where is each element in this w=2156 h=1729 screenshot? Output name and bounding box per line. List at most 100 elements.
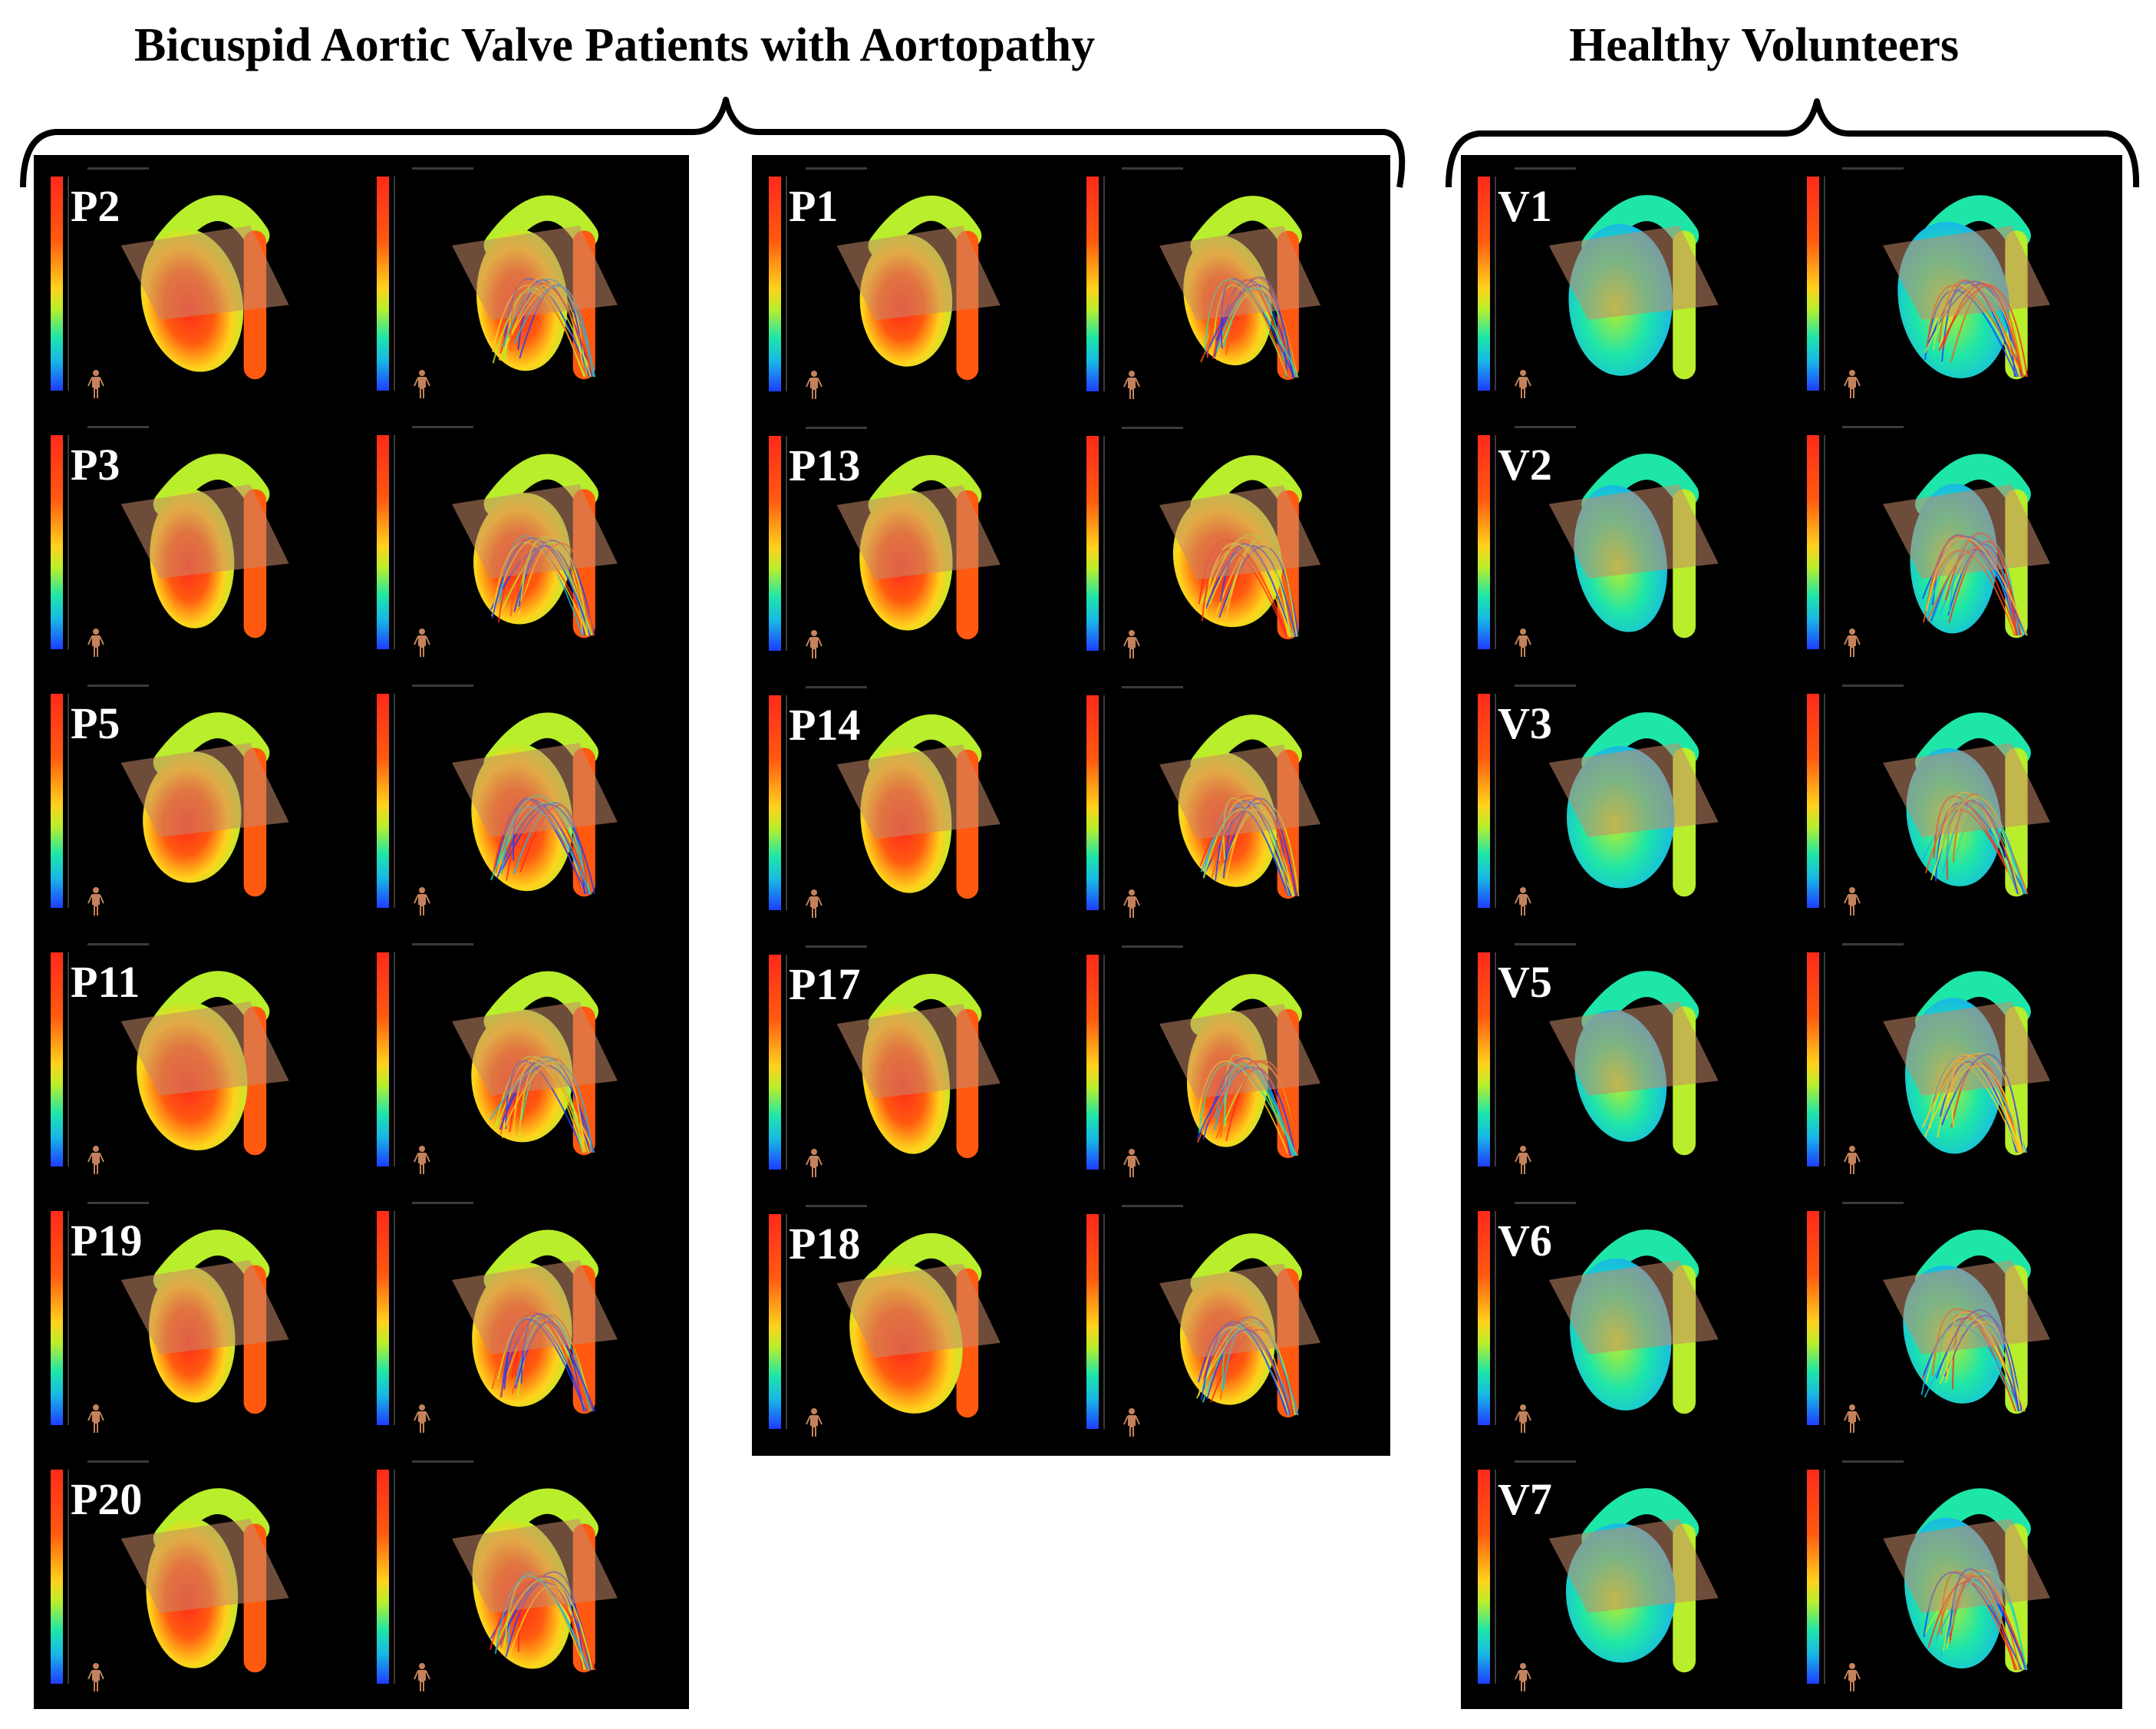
aorta-streamline-render	[1159, 196, 1321, 381]
cutting-plane	[452, 1001, 618, 1096]
orientation-figure-icon	[414, 887, 430, 916]
flow-streamline-map-p20	[366, 1454, 684, 1702]
cutting-plane	[452, 1518, 618, 1613]
flow-streamline-map-v2	[1796, 420, 2118, 668]
orientation-figure-icon	[1515, 629, 1531, 657]
scan-info-text	[806, 945, 867, 948]
scan-info-text	[1515, 426, 1576, 428]
scan-info-text	[1122, 1205, 1183, 1207]
orientation-figure-icon	[1123, 1149, 1140, 1177]
orientation-figure-icon	[1844, 1146, 1861, 1174]
color-scale-bar	[1807, 952, 1825, 1166]
cutting-plane	[1883, 483, 2051, 579]
aorta-streamline-render	[1883, 1229, 2051, 1414]
orientation-figure-icon	[806, 1149, 823, 1177]
color-scale-bar	[769, 1214, 787, 1429]
flow-streamline-map-v7	[1796, 1454, 2118, 1702]
color-scale-bar	[769, 177, 787, 391]
cutting-plane	[1548, 1001, 1719, 1096]
orientation-figure-icon	[1123, 889, 1140, 918]
scan-info-text	[412, 1460, 473, 1463]
subject-label: P13	[789, 440, 861, 490]
orientation-figure-icon	[1844, 1663, 1861, 1691]
orientation-figure-icon	[806, 630, 823, 658]
color-scale-bar	[1807, 1211, 1825, 1425]
aorta-surface-render	[1548, 195, 1719, 380]
subject-label: P19	[71, 1216, 143, 1265]
color-scale-bar	[1478, 1470, 1496, 1684]
flow-streamline-map-p3	[366, 420, 684, 668]
color-scale-bar	[51, 1470, 69, 1684]
scan-info-text	[412, 426, 473, 428]
healthy-panel	[1461, 155, 2122, 1709]
subject-label: P2	[71, 181, 120, 231]
aorta-streamline-render	[452, 1488, 618, 1673]
scan-info-text	[806, 167, 867, 170]
orientation-figure-icon	[87, 370, 104, 398]
scan-info-text	[1515, 685, 1576, 687]
subject-label: P3	[71, 440, 120, 490]
cutting-plane	[1159, 744, 1321, 840]
subject-label: P18	[789, 1219, 861, 1269]
cutting-plane	[836, 485, 1001, 580]
color-scale-bar	[1807, 177, 1825, 391]
wall-shear-stress-map-p5: P5	[34, 678, 357, 926]
aorta-streamline-render	[452, 195, 618, 380]
aorta-surface-render	[836, 1233, 1001, 1418]
aorta-streamline-render	[1883, 454, 2051, 638]
cutting-plane	[1883, 1518, 2051, 1613]
aorta-surface-render	[1548, 1229, 1719, 1414]
color-scale-bar	[377, 1211, 395, 1425]
wall-shear-stress-map-v2: V2	[1461, 420, 1787, 668]
cutting-plane	[1159, 485, 1321, 580]
flow-streamline-map-v3	[1796, 678, 2118, 926]
orientation-figure-icon	[1844, 1404, 1861, 1433]
wall-shear-stress-map-p2: P2	[34, 161, 357, 409]
orientation-figure-icon	[414, 1404, 430, 1433]
scan-info-text	[87, 943, 149, 945]
orientation-figure-icon	[806, 889, 823, 918]
color-scale-bar	[377, 177, 395, 391]
cutting-plane	[452, 483, 618, 579]
aorta-streamline-render	[452, 971, 618, 1156]
subject-label: V1	[1498, 181, 1552, 231]
cutting-plane	[120, 1001, 289, 1096]
wall-shear-stress-map-p11: P11	[34, 937, 357, 1185]
scan-info-text	[806, 686, 867, 688]
orientation-figure-icon	[1123, 1408, 1140, 1437]
cutting-plane	[836, 1263, 1001, 1358]
aorta-surface-render	[120, 712, 289, 897]
wall-shear-stress-map-p3: P3	[34, 420, 357, 668]
aorta-streamline-render	[452, 454, 618, 638]
flow-streamline-map-p14	[1076, 680, 1386, 929]
aorta-streamline-render	[1883, 195, 2051, 380]
wall-shear-stress-map-v7: V7	[1461, 1454, 1787, 1702]
scan-info-text	[1515, 1202, 1576, 1204]
color-scale-bar	[1086, 1214, 1105, 1429]
subject-label: P20	[71, 1474, 143, 1524]
color-scale-bar	[377, 952, 395, 1166]
orientation-figure-icon	[1844, 887, 1861, 916]
scan-info-text	[1842, 167, 1904, 170]
cutting-plane	[1883, 225, 2051, 320]
wall-shear-stress-map-p13: P13	[752, 421, 1066, 669]
aorta-surface-render	[836, 455, 1001, 640]
scan-info-text	[1842, 685, 1904, 687]
scan-info-text	[1122, 945, 1183, 948]
cutting-plane	[452, 225, 618, 320]
cutting-plane	[120, 742, 289, 837]
orientation-figure-icon	[1515, 1404, 1531, 1433]
color-scale-bar	[1086, 436, 1105, 651]
aorta-streamline-render	[1159, 1233, 1321, 1418]
subject-label: P14	[789, 700, 861, 750]
orientation-figure-icon	[1515, 887, 1531, 916]
flow-streamline-map-p11	[366, 937, 684, 1185]
cutting-plane	[1883, 742, 2051, 837]
scan-info-text	[412, 943, 473, 945]
subject-label: V7	[1498, 1474, 1552, 1524]
aorta-streamline-render	[1883, 712, 2051, 897]
color-scale-bar	[1478, 1211, 1496, 1425]
wall-shear-stress-map-v1: V1	[1461, 161, 1787, 409]
cutting-plane	[836, 744, 1001, 840]
color-scale-bar	[1478, 952, 1496, 1166]
